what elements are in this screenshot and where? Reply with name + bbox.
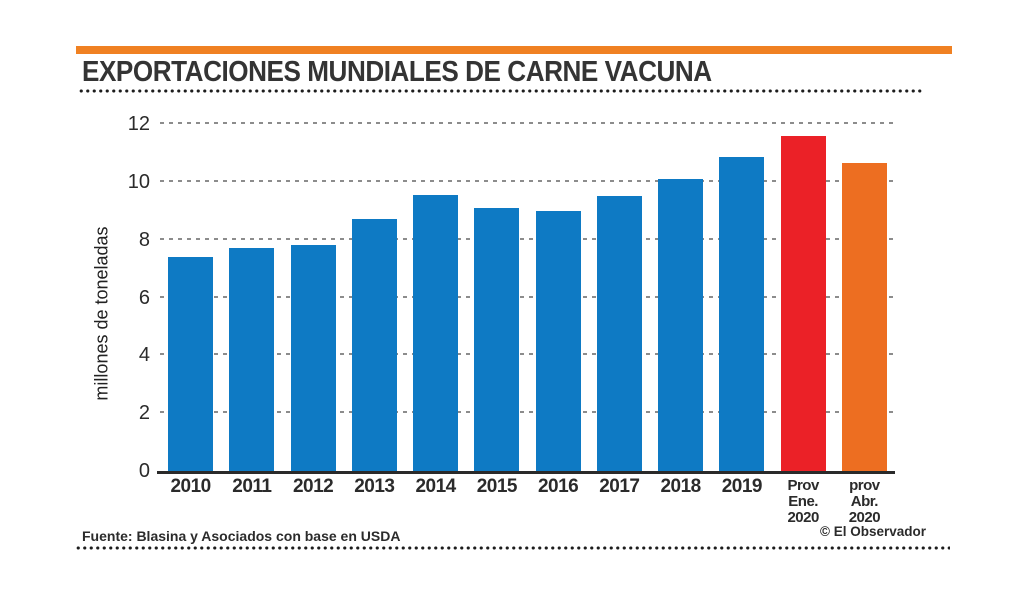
x-tick-label-2016: 2016 — [537, 476, 579, 497]
bar-2011 — [229, 248, 275, 471]
x-tick-label-2012: 2012 — [292, 476, 334, 497]
x-tick-label-2015: 2015 — [476, 476, 518, 497]
bar-2016 — [535, 210, 581, 471]
gridline-8 — [160, 237, 895, 240]
chart-title: EXPORTACIONES MUNDIALES DE CARNE VACUNA — [82, 56, 712, 88]
y-tick-label-2: 2 — [138, 402, 150, 425]
x-tick-label-2011: 2011 — [232, 476, 272, 497]
x-tick-label-Prov Ene. 2020: Prov Ene. 2020 — [787, 477, 819, 526]
bar-2014 — [413, 194, 459, 471]
bar-2013 — [351, 219, 397, 471]
title-divider — [78, 89, 923, 93]
x-tick-label-2010: 2010 — [170, 476, 211, 497]
x-tick-label-prov Abr. 2020: prov Abr. 2020 — [848, 477, 881, 526]
gridline-6 — [160, 295, 895, 298]
x-tick-label-2013: 2013 — [354, 476, 395, 497]
x-axis-line — [157, 471, 895, 474]
bar-Prov Ene. 2020 — [780, 135, 826, 471]
accent-strip — [76, 46, 952, 54]
bar-2012 — [290, 245, 336, 471]
gridline-10 — [160, 179, 895, 182]
bar-prov Abr. 2020 — [841, 163, 887, 471]
source-note: Fuente: Blasina y Asociados con base en … — [82, 528, 401, 544]
x-tick-label-2017: 2017 — [599, 476, 640, 497]
bar-2015 — [474, 207, 520, 471]
y-tick-label-4: 4 — [138, 344, 150, 367]
bar-2017 — [596, 196, 642, 471]
bar-2010 — [168, 257, 214, 471]
gridline-12 — [160, 122, 895, 124]
gridline-4 — [160, 353, 895, 356]
bar-2019 — [719, 157, 765, 471]
y-tick-label-10: 10 — [127, 170, 150, 193]
y-tick-label-12: 12 — [127, 113, 150, 135]
bar-2018 — [658, 178, 704, 471]
y-axis-ticks: 0 2 4 6 8 10 12 — [100, 114, 150, 481]
y-tick-label-6: 6 — [138, 286, 150, 309]
x-axis-labels: 2010 2011 2012 2013 2014 2015 2016 2017 2018 2019… — [160, 477, 895, 532]
x-tick-label-2014: 2014 — [415, 476, 456, 497]
bottom-divider — [75, 546, 950, 550]
x-tick-label-2018: 2018 — [660, 476, 701, 497]
plot-area — [157, 122, 895, 474]
gridline-2 — [160, 411, 895, 414]
credit-note: © El Observador — [820, 524, 926, 539]
x-tick-label-2019: 2019 — [721, 476, 763, 497]
y-tick-label-8: 8 — [138, 228, 150, 251]
y-tick-label-0: 0 — [138, 460, 150, 482]
